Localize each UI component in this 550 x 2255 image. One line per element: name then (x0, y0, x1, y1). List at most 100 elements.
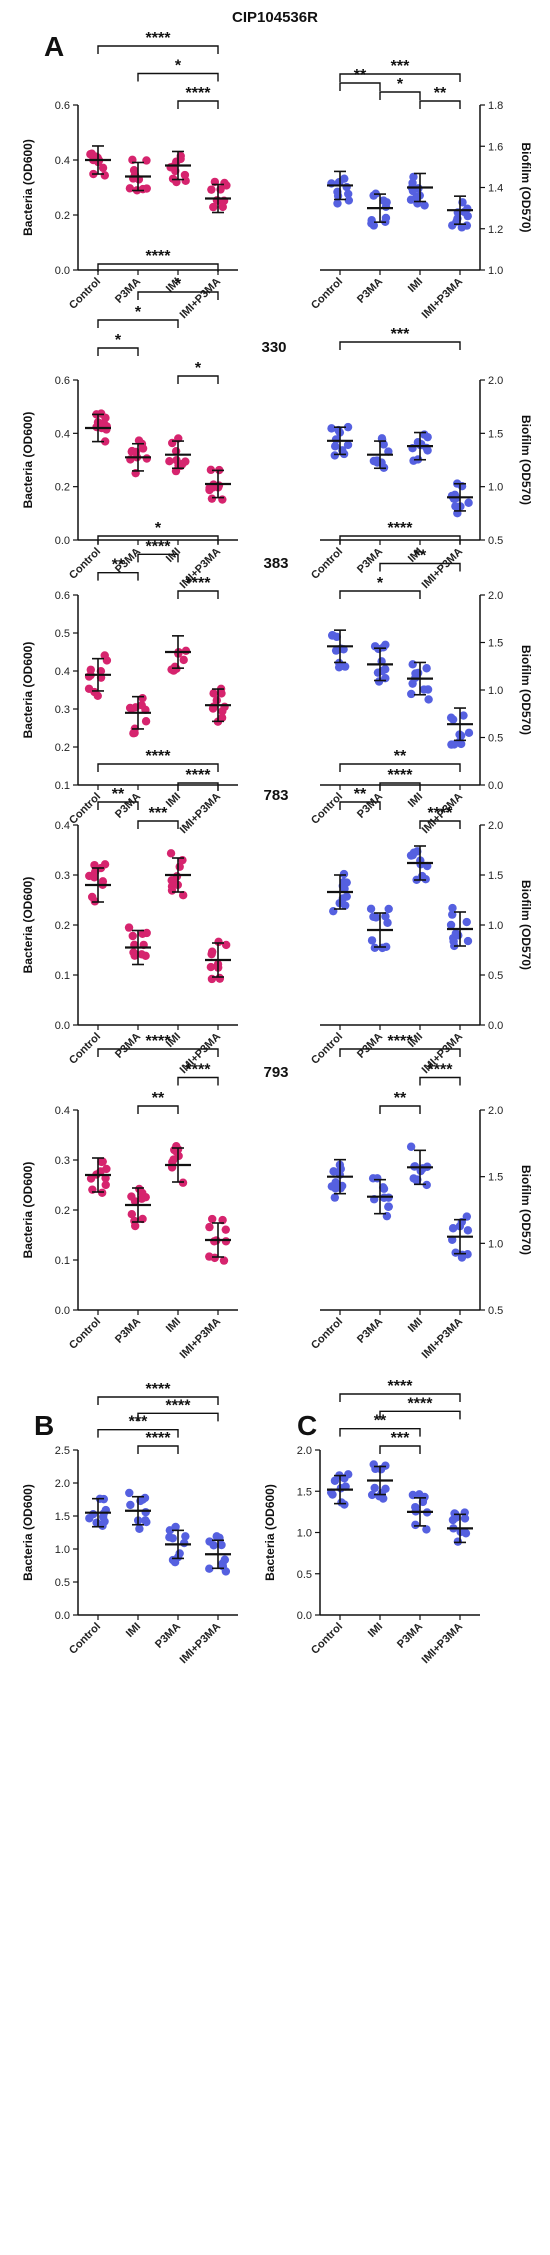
significance-bracket (419, 100, 461, 109)
y-axis-title: Bacteria (OD600) (263, 1484, 277, 1581)
x-tick-label: Control (309, 1316, 345, 1352)
y-tick-label: 0.1 (55, 1255, 70, 1267)
data-point (100, 171, 110, 180)
y-tick-label: 0.5 (55, 628, 70, 640)
significance-label: ** (414, 548, 427, 565)
significance-bracket (137, 820, 179, 829)
panel-label: C (297, 1410, 317, 1441)
data-point (372, 456, 382, 465)
data-point (331, 1178, 340, 1187)
data-point (205, 1222, 214, 1232)
significance-bracket (177, 1076, 219, 1086)
y-tick-label: 1.6 (488, 141, 503, 153)
data-point (101, 1180, 110, 1190)
x-tick-label: Control (67, 1621, 103, 1657)
significance-label: **** (146, 1430, 172, 1447)
data-point (344, 189, 353, 199)
y-tick-label: 1.0 (488, 685, 503, 697)
data-point (408, 178, 417, 188)
data-point (463, 1226, 473, 1235)
data-point (175, 862, 184, 871)
data-point (207, 185, 216, 194)
data-point (98, 163, 108, 173)
data-point (456, 739, 466, 749)
data-point (207, 494, 217, 503)
y-tick-label: 1.5 (488, 870, 503, 882)
data-point (337, 1498, 346, 1507)
data-point (333, 199, 342, 208)
significance-bracket (97, 1396, 219, 1405)
data-point (407, 689, 416, 699)
data-point (125, 1488, 134, 1498)
data-point (340, 662, 350, 671)
data-point (127, 1209, 137, 1219)
data-point (331, 1184, 340, 1193)
significance-label: **** (186, 1062, 212, 1079)
y-tick-label: 1.5 (297, 1486, 312, 1498)
y-tick-label: 2.0 (488, 1105, 503, 1117)
y-tick-label: 1.5 (488, 638, 503, 650)
data-point (384, 1202, 393, 1211)
data-point (406, 851, 416, 860)
y-tick-label: 0.1 (55, 780, 70, 792)
significance-label: **** (146, 1033, 172, 1050)
significance-label: * (135, 304, 142, 321)
significance-bracket (97, 801, 139, 810)
data-point (344, 196, 354, 205)
data-point (102, 656, 112, 665)
data-point (214, 937, 223, 947)
y-tick-label: 2.0 (297, 1445, 312, 1457)
y-tick-label: 0.0 (55, 1610, 70, 1622)
y-tick-label: 1.5 (55, 1511, 70, 1523)
y-tick-label: 0.5 (488, 970, 503, 982)
x-tick-label: P3MA (113, 1316, 143, 1346)
y-axis-title: Bacteria (OD600) (21, 412, 35, 509)
x-tick-label: IMI+P3MA (178, 276, 223, 321)
significance-bracket (97, 45, 219, 54)
y-tick-label: 0.4 (55, 1105, 70, 1117)
data-point (367, 1490, 377, 1500)
significance-label: **** (166, 1397, 192, 1414)
significance-label: **** (146, 30, 172, 47)
significance-label: *** (149, 805, 168, 822)
significance-label: * (377, 575, 384, 592)
data-point (206, 962, 216, 972)
y-tick-label: 1.0 (488, 1238, 503, 1250)
data-point (141, 1507, 150, 1517)
y-tick-label: 0.0 (488, 780, 503, 792)
data-point (409, 456, 418, 465)
significance-label: ** (354, 786, 367, 803)
y-axis-title: Biofilm (OD570) (519, 880, 533, 970)
x-tick-label: IMI+P3MA (178, 1316, 223, 1361)
significance-bracket (137, 291, 219, 300)
y-tick-label: 0.4 (55, 428, 70, 440)
data-point (181, 646, 191, 656)
x-tick-label: Control (309, 1621, 345, 1657)
data-point (382, 942, 391, 952)
x-tick-label: IMI+P3MA (420, 1621, 465, 1666)
significance-label: ** (434, 85, 447, 102)
data-point (221, 1225, 230, 1234)
data-point (141, 1516, 150, 1525)
data-point (179, 655, 188, 665)
y-tick-label: 0.6 (55, 590, 70, 602)
data-point (423, 432, 432, 442)
y-tick-label: 0.5 (488, 1305, 503, 1317)
data-point (217, 713, 227, 722)
x-tick-label: IMI (124, 1621, 143, 1640)
data-point (142, 454, 152, 463)
row-title: 783 (263, 787, 288, 804)
data-point (422, 1525, 431, 1534)
data-point (329, 1167, 338, 1176)
significance-label: *** (391, 58, 410, 75)
y-tick-label: 1.5 (488, 428, 503, 440)
data-point (464, 498, 473, 507)
y-axis-title: Bacteria (OD600) (21, 139, 35, 236)
y-tick-label: 0.6 (55, 100, 70, 112)
y-tick-label: 0.1 (55, 970, 70, 982)
x-tick-label: IMI+P3MA (420, 1316, 465, 1361)
y-tick-label: 0.2 (55, 482, 70, 494)
data-point (181, 457, 190, 466)
significance-label: **** (388, 1378, 414, 1395)
